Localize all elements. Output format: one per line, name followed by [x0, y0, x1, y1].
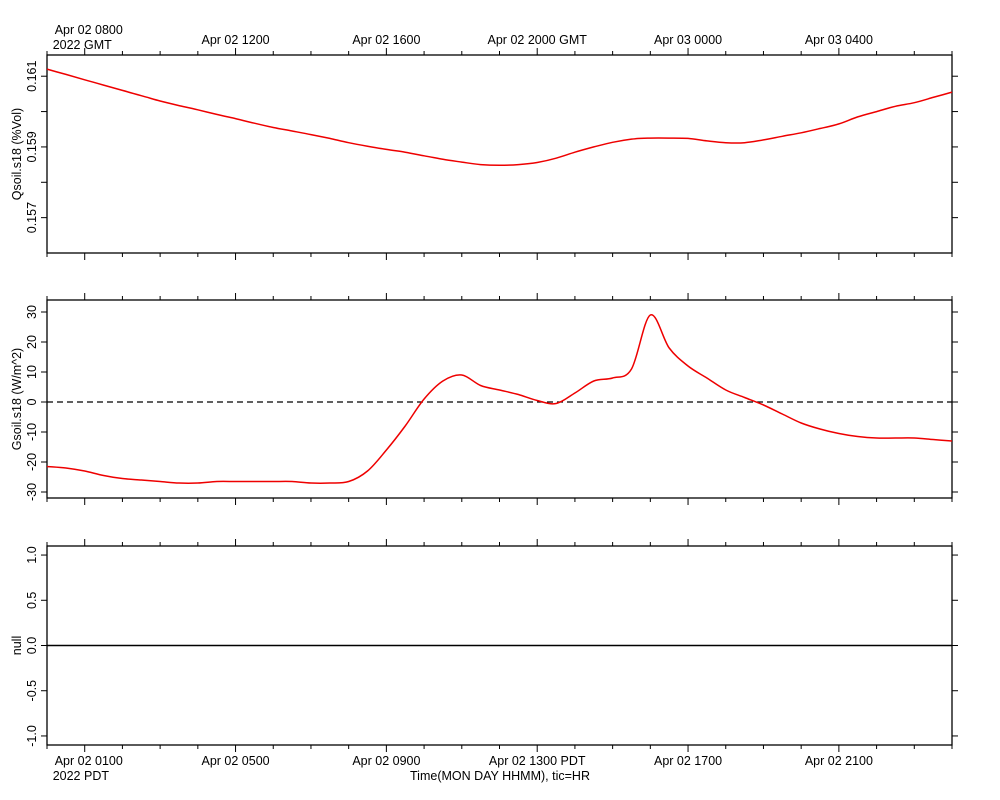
- y-tick-label: 30: [25, 305, 39, 319]
- y-tick-label: -1.0: [25, 725, 39, 747]
- bottom-time-sublabel: 2022 PDT: [53, 769, 110, 783]
- y-axis-label: Gsoil.s18 (W/m^2): [10, 348, 24, 450]
- top-time-label: Apr 02 2000 GMT: [488, 33, 588, 47]
- bottom-time-label: Apr 02 1700: [654, 754, 722, 768]
- top-time-label: Apr 02 1200: [201, 33, 269, 47]
- bottom-time-label: Apr 02 0500: [201, 754, 269, 768]
- y-tick-label: 0.5: [25, 592, 39, 609]
- y-tick-label: -30: [25, 483, 39, 501]
- y-tick-label: -10: [25, 423, 39, 441]
- y-tick-label: 20: [25, 335, 39, 349]
- y-tick-label: 0: [25, 398, 39, 405]
- y-tick-label: 1.0: [25, 546, 39, 563]
- top-time-label: Apr 03 0400: [805, 33, 873, 47]
- bottom-time-label: Apr 02 0900: [352, 754, 420, 768]
- y-tick-label: -0.5: [25, 680, 39, 702]
- y-axis-label: Qsoil.s18 (%Vol): [10, 108, 24, 200]
- y-tick-label: 0.161: [25, 61, 39, 92]
- y-tick-label: 0.159: [25, 131, 39, 162]
- panel-qsoil-s18: 0.157 0.159 0.161 Qsoil.s18 (%Vol): [10, 48, 958, 260]
- y-tick-label: 0.157: [25, 202, 39, 233]
- top-time-label: Apr 02 0800: [55, 23, 123, 37]
- plot-frame: [46, 54, 953, 254]
- y-tick-label: 0.0: [25, 637, 39, 654]
- y-axis-label: null: [10, 636, 24, 655]
- panel-gsoil-s18: -30 -20 -10 0 10 20 30 Gsoil.s18 (W/m^2): [10, 293, 958, 505]
- top-time-label: Apr 02 1600: [352, 33, 420, 47]
- x-axis-label: Time(MON DAY HHMM), tic=HR: [410, 769, 590, 783]
- bottom-time-label: Apr 02 1300 PDT: [489, 754, 586, 768]
- top-time-sublabel: 2022 GMT: [53, 38, 112, 52]
- y-tick-label: -20: [25, 453, 39, 471]
- bottom-time-label: Apr 02 2100: [805, 754, 873, 768]
- plot-frame: [46, 299, 953, 499]
- series-line-qsoil-s18: [46, 68, 953, 167]
- bottom-time-label: Apr 02 0100: [55, 754, 123, 768]
- y-tick-label: 10: [25, 365, 39, 379]
- top-time-label: Apr 03 0000: [654, 33, 722, 47]
- series-line-gsoil-s18: [46, 314, 953, 484]
- panel-null: -1.0 -0.5 0.0 0.5 1.0 null: [10, 539, 958, 752]
